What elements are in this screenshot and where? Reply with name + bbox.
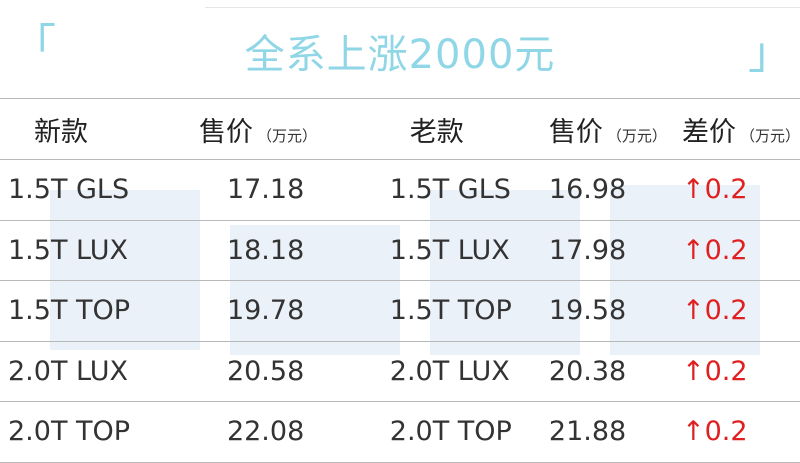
old-model-cell: 1.5T LUX xyxy=(381,219,543,281)
new-price-cell: 17.18 xyxy=(190,159,382,221)
diff-cell: ↑0.2 xyxy=(677,159,800,221)
table-row: 2.0T TOP 22.08 2.0T TOP 21.88 ↑0.2 xyxy=(0,401,800,463)
table-row: 1.5T GLS 17.18 1.5T GLS 16.98 ↑0.2 xyxy=(0,159,800,221)
page-title: 全系上涨2000元 xyxy=(244,32,556,78)
old-price-cell: 16.98 xyxy=(542,159,678,221)
header-diff: 差价 （万元） xyxy=(677,98,800,160)
header-new-price-unit: （万元） xyxy=(256,126,317,145)
diff-cell: ↑0.2 xyxy=(677,401,800,463)
header-new-model: 新款 xyxy=(0,98,191,160)
header-diff-label: 差价 xyxy=(681,116,736,148)
price-table: 新款 售价 （万元） 老款 售价 （万元） 差价 （万元） 1.5T GLS 17.1… xyxy=(0,98,800,463)
top-divider xyxy=(205,7,800,8)
new-model-cell: 2.0T LUX xyxy=(0,340,191,402)
header-old-price: 售价 （万元） xyxy=(542,98,678,160)
old-model-cell: 1.5T TOP xyxy=(381,280,543,342)
new-model-cell: 1.5T LUX xyxy=(0,219,191,281)
left-bracket: 「 xyxy=(12,20,56,71)
header-new-price: 售价 （万元） xyxy=(190,98,382,160)
right-bracket: 」 xyxy=(748,28,792,79)
table-row: 2.0T LUX 20.58 2.0T LUX 20.38 ↑0.2 xyxy=(0,340,800,402)
old-model-cell: 2.0T TOP xyxy=(381,401,543,463)
old-price-cell: 19.58 xyxy=(542,280,678,342)
table-header-row: 新款 售价 （万元） 老款 售价 （万元） 差价 （万元） xyxy=(0,98,800,160)
old-price-cell: 21.88 xyxy=(542,401,678,463)
old-price-cell: 20.38 xyxy=(542,340,678,402)
header-old-model: 老款 xyxy=(381,98,543,160)
new-price-cell: 20.58 xyxy=(190,340,382,402)
header-old-price-unit: （万元） xyxy=(606,126,667,145)
table-row: 1.5T LUX 18.18 1.5T LUX 17.98 ↑0.2 xyxy=(0,219,800,281)
header-diff-unit: （万元） xyxy=(739,126,800,145)
new-model-cell: 2.0T TOP xyxy=(0,401,191,463)
old-model-cell: 2.0T LUX xyxy=(381,340,543,402)
old-price-cell: 17.98 xyxy=(542,219,678,281)
diff-cell: ↑0.2 xyxy=(677,340,800,402)
header-old-price-label: 售价 xyxy=(548,116,603,148)
new-price-cell: 19.78 xyxy=(190,280,382,342)
old-model-cell: 1.5T GLS xyxy=(381,159,543,221)
new-model-cell: 1.5T GLS xyxy=(0,159,191,221)
diff-cell: ↑0.2 xyxy=(677,219,800,281)
new-price-cell: 18.18 xyxy=(190,219,382,281)
new-price-cell: 22.08 xyxy=(190,401,382,463)
table-row: 1.5T TOP 19.78 1.5T TOP 19.58 ↑0.2 xyxy=(0,280,800,342)
header-new-price-label: 售价 xyxy=(198,116,253,148)
new-model-cell: 1.5T TOP xyxy=(0,280,191,342)
diff-cell: ↑0.2 xyxy=(677,280,800,342)
